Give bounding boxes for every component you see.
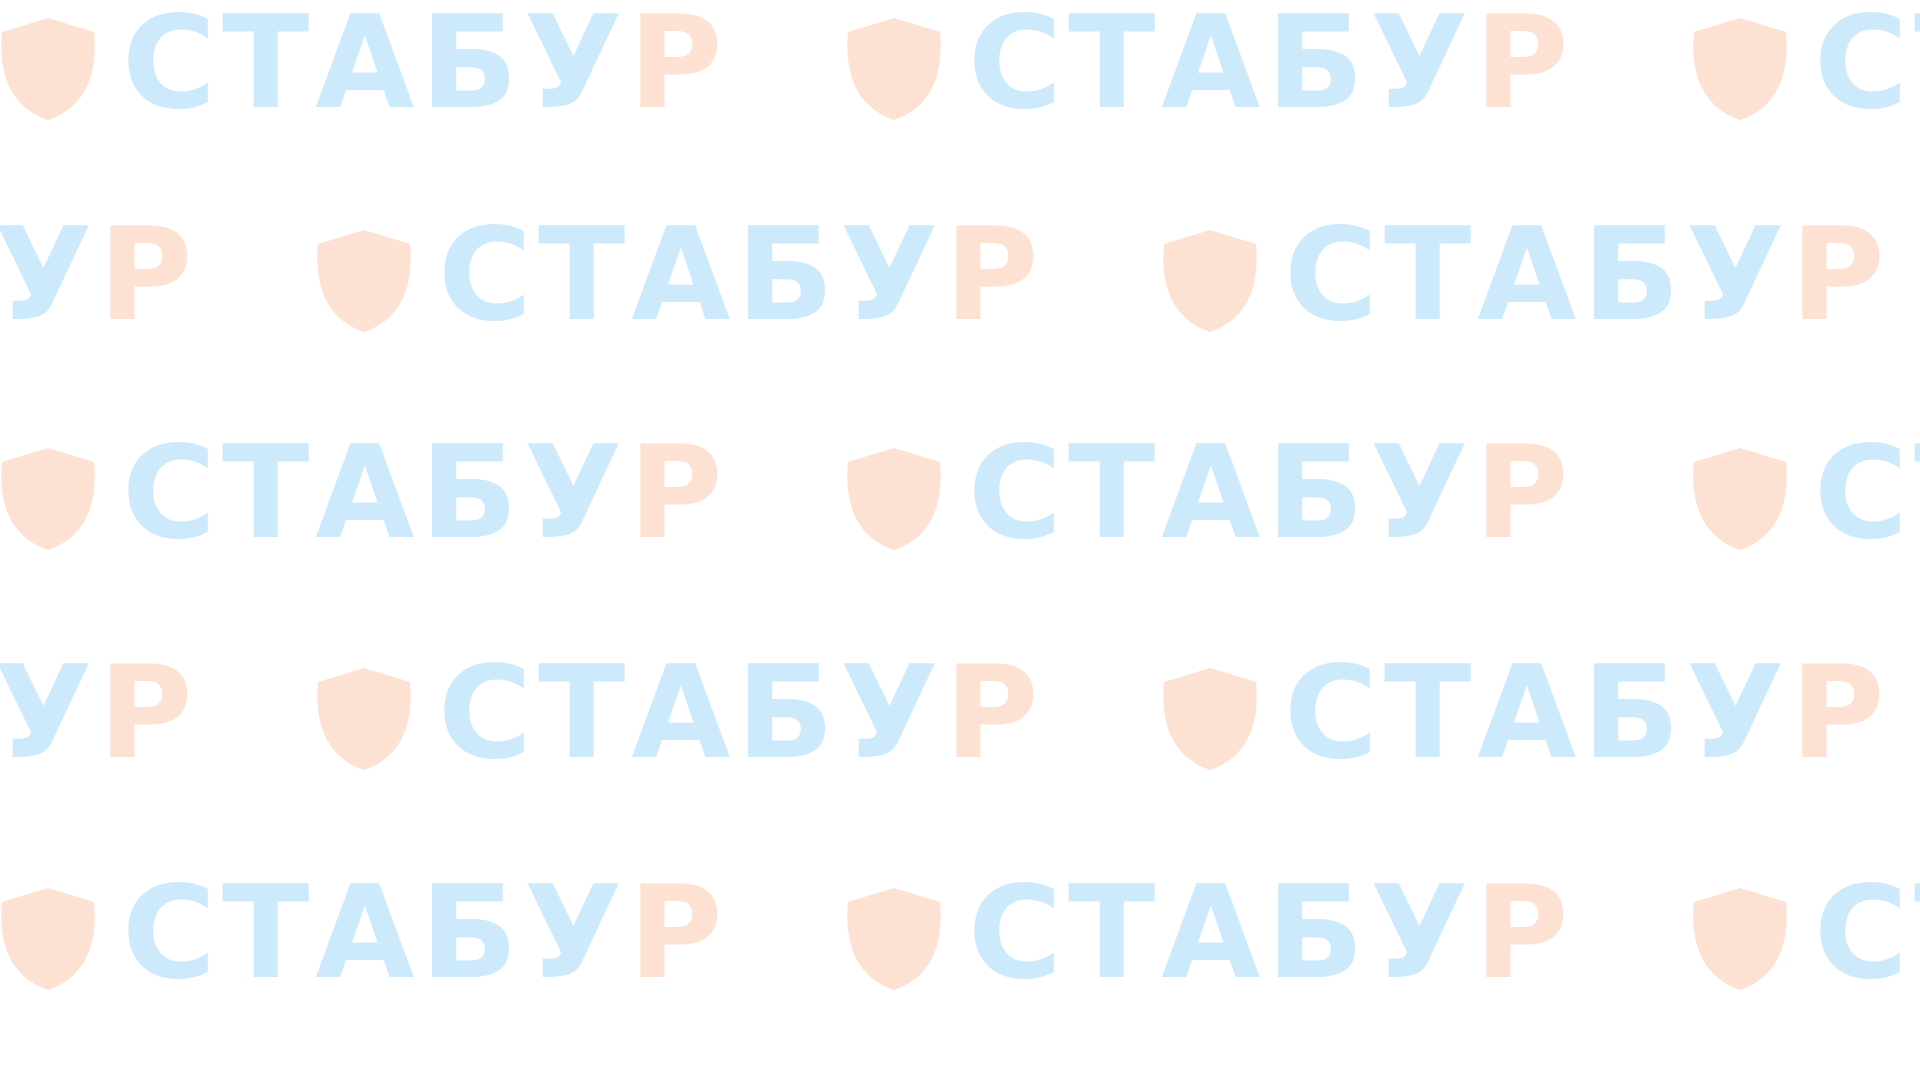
logo-watermark: СТАБУР [0, 212, 316, 340]
shield-icon [1, 18, 95, 120]
logo-watermark: СТАБУР [0, 870, 846, 998]
logo-watermark: СТАБУР [1162, 212, 1920, 340]
logo-word-orange: Р [1474, 419, 1575, 568]
logo-wordmark: СТАБУР [1284, 650, 1890, 778]
logo-word-orange: Р [944, 201, 1045, 350]
logo-word-blue: СТАБУ [1814, 859, 1920, 1008]
logo-word-blue: СТАБУ [122, 419, 629, 568]
logo-row: СТАБУР СТАБУР СТАБУР [0, 430, 1920, 558]
logo-word-orange: Р [1474, 859, 1575, 1008]
logo-word-blue: СТАБУ [0, 639, 99, 788]
shield-icon [1693, 888, 1787, 990]
logo-word-orange: Р [1790, 639, 1891, 788]
logo-row: СТАБУР СТАБУР СТАБУР [0, 650, 1920, 778]
logo-wordmark: СТАБУР [968, 0, 1574, 128]
logo-word-blue: СТАБУ [1814, 0, 1920, 138]
logo-watermark: СТАБУР [846, 0, 1692, 128]
logo-word-blue: СТАБУ [438, 639, 945, 788]
logo-word-orange: Р [944, 639, 1045, 788]
logo-word-blue: СТАБУ [968, 859, 1475, 1008]
logo-watermark: СТАБУР [1162, 650, 1920, 778]
logo-word-blue: СТАБУ [1814, 419, 1920, 568]
logo-wordmark: СТАБУР [0, 212, 198, 340]
logo-watermark: СТАБУР [316, 212, 1162, 340]
shield-icon [847, 448, 941, 550]
logo-wordmark: СТАБУР [1814, 430, 1920, 558]
logo-word-blue: СТАБУ [1284, 639, 1791, 788]
logo-word-orange: Р [98, 639, 199, 788]
logo-wordmark: СТАБУР [438, 212, 1044, 340]
shield-icon [1, 888, 95, 990]
shield-icon [847, 18, 941, 120]
logo-wordmark: СТАБУР [1814, 870, 1920, 998]
logo-watermark: СТАБУР [316, 650, 1162, 778]
shield-icon [1163, 230, 1257, 332]
logo-watermark: СТАБУР [846, 870, 1692, 998]
logo-word-orange: Р [628, 419, 729, 568]
logo-word-blue: СТАБУ [1284, 201, 1791, 350]
logo-word-blue: СТАБУ [968, 0, 1475, 138]
logo-row: СТАБУР СТАБУР СТАБУР [0, 212, 1920, 340]
logo-watermark: СТАБУР [846, 430, 1692, 558]
logo-wordmark: СТАБУР [0, 650, 198, 778]
logo-word-orange: Р [1474, 0, 1575, 138]
shield-icon [1163, 668, 1257, 770]
shield-icon [1693, 18, 1787, 120]
shield-icon [317, 668, 411, 770]
logo-word-blue: СТАБУ [438, 201, 945, 350]
logo-watermark: СТАБУР [1692, 0, 1920, 128]
logo-wordmark: СТАБУР [438, 650, 1044, 778]
logo-wordmark: СТАБУР [1814, 0, 1920, 128]
logo-watermark: СТАБУР [0, 430, 846, 558]
logo-wordmark: СТАБУР [1284, 212, 1890, 340]
logo-word-blue: СТАБУ [122, 0, 629, 138]
shield-icon [317, 230, 411, 332]
logo-watermark: СТАБУР [0, 0, 846, 128]
logo-watermark: СТАБУР [1692, 430, 1920, 558]
logo-word-blue: СТАБУ [122, 859, 629, 1008]
logo-word-blue: СТАБУ [968, 419, 1475, 568]
shield-icon [1693, 448, 1787, 550]
shield-icon [1, 448, 95, 550]
logo-word-orange: Р [98, 201, 199, 350]
logo-wordmark: СТАБУР [968, 430, 1574, 558]
logo-wordmark: СТАБУР [122, 870, 728, 998]
logo-wordmark: СТАБУР [122, 0, 728, 128]
logo-watermark: СТАБУР [1692, 870, 1920, 998]
logo-word-orange: Р [628, 0, 729, 138]
logo-word-orange: Р [1790, 201, 1891, 350]
logo-word-blue: СТАБУ [0, 201, 99, 350]
logo-watermark: СТАБУР [0, 650, 316, 778]
logo-wordmark: СТАБУР [968, 870, 1574, 998]
logo-row: СТАБУР СТАБУР СТАБУР [0, 0, 1920, 128]
logo-row: СТАБУР СТАБУР СТАБУР [0, 870, 1920, 998]
logo-word-orange: Р [628, 859, 729, 1008]
shield-icon [847, 888, 941, 990]
logo-wordmark: СТАБУР [122, 430, 728, 558]
